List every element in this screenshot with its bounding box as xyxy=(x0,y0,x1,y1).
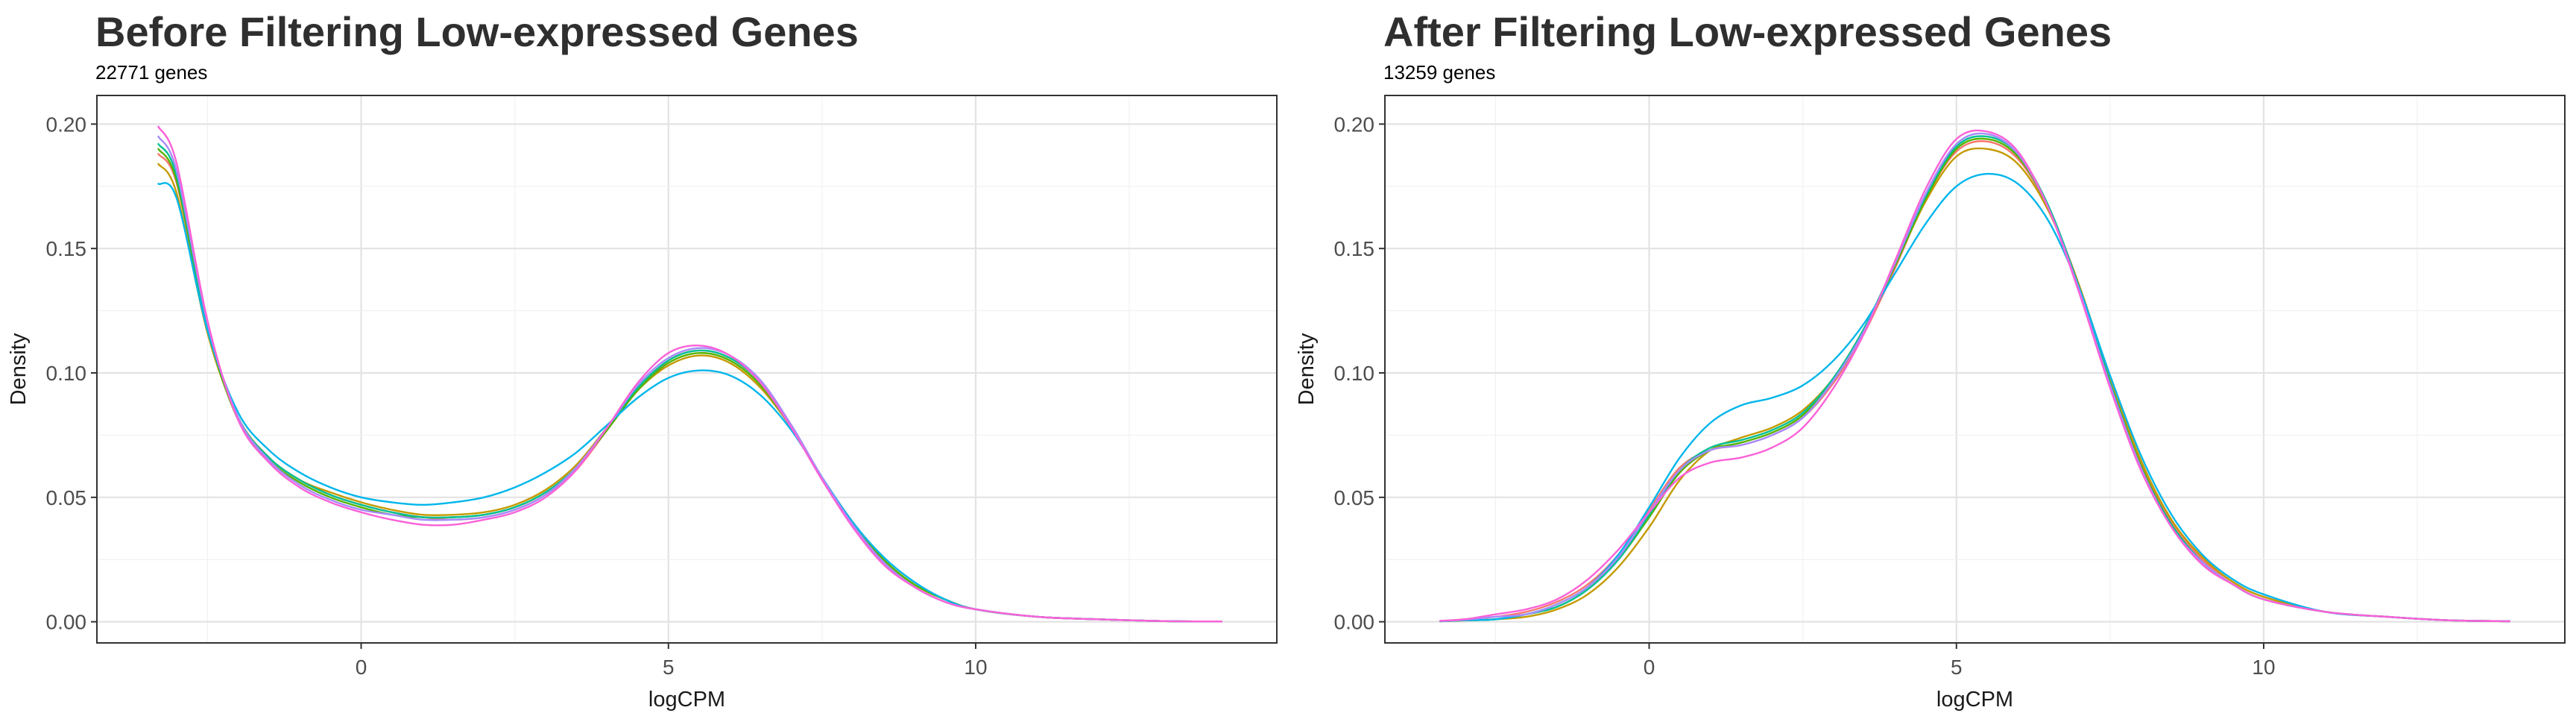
y-tick-label: 0.15 xyxy=(1334,237,1375,260)
y-tick-label: 0.05 xyxy=(46,486,87,509)
chart-subtitle: 22771 genes xyxy=(95,61,208,84)
x-tick-label: 10 xyxy=(2252,656,2275,679)
x-tick-label: 0 xyxy=(356,656,367,679)
plot-background xyxy=(97,95,1277,643)
grid xyxy=(1385,95,2565,643)
y-tick-label: 0.05 xyxy=(1334,486,1375,509)
x-tick-label: 0 xyxy=(1644,656,1655,679)
y-tick-label: 0.20 xyxy=(1334,113,1375,136)
y-tick-label: 0.20 xyxy=(46,113,87,136)
y-axis-label: Density xyxy=(1295,333,1319,405)
x-axis-label: logCPM xyxy=(648,688,725,712)
y-tick-label: 0.10 xyxy=(1334,362,1375,385)
plot-background xyxy=(1385,95,2565,643)
density-plot-after: 0.00 0.05 0.10 0.15 0.20 0 5 10 logCPM Density xyxy=(1295,95,2566,712)
density-line xyxy=(1439,147,2510,623)
density-line xyxy=(1439,129,2510,623)
density-lines xyxy=(1439,129,2510,623)
y-tick-label: 0.00 xyxy=(46,611,87,634)
density-lines xyxy=(157,125,1222,623)
x-tick-label: 5 xyxy=(1951,656,1963,679)
y-tick-label: 0.15 xyxy=(46,237,87,260)
chart-panel-before: Before Filtering Low-expressed Genes 227… xyxy=(7,8,1278,712)
density-line xyxy=(1439,172,2510,623)
y-axis-label: Density xyxy=(7,333,31,405)
x-tick-label: 10 xyxy=(964,656,987,679)
plot-border xyxy=(1384,95,2566,644)
y-tick-label: 0.00 xyxy=(1334,611,1375,634)
chart-panel-after: After Filtering Low-expressed Genes 1325… xyxy=(1288,0,2576,716)
density-plot-before: 0.00 0.05 0.10 0.15 0.20 0 5 10 logCPM Density xyxy=(7,95,1278,712)
x-tick-label: 5 xyxy=(663,656,675,679)
y-tick-label: 0.10 xyxy=(46,362,87,385)
chart-title: Before Filtering Low-expressed Genes xyxy=(95,8,859,55)
chart-title: After Filtering Low-expressed Genes xyxy=(1383,8,2112,55)
density-line xyxy=(157,125,1222,623)
chart-subtitle: 13259 genes xyxy=(1383,61,1496,84)
density-line xyxy=(157,182,1222,623)
x-axis-label: logCPM xyxy=(1936,688,2013,712)
grid xyxy=(97,95,1277,643)
plot-border xyxy=(96,95,1278,644)
